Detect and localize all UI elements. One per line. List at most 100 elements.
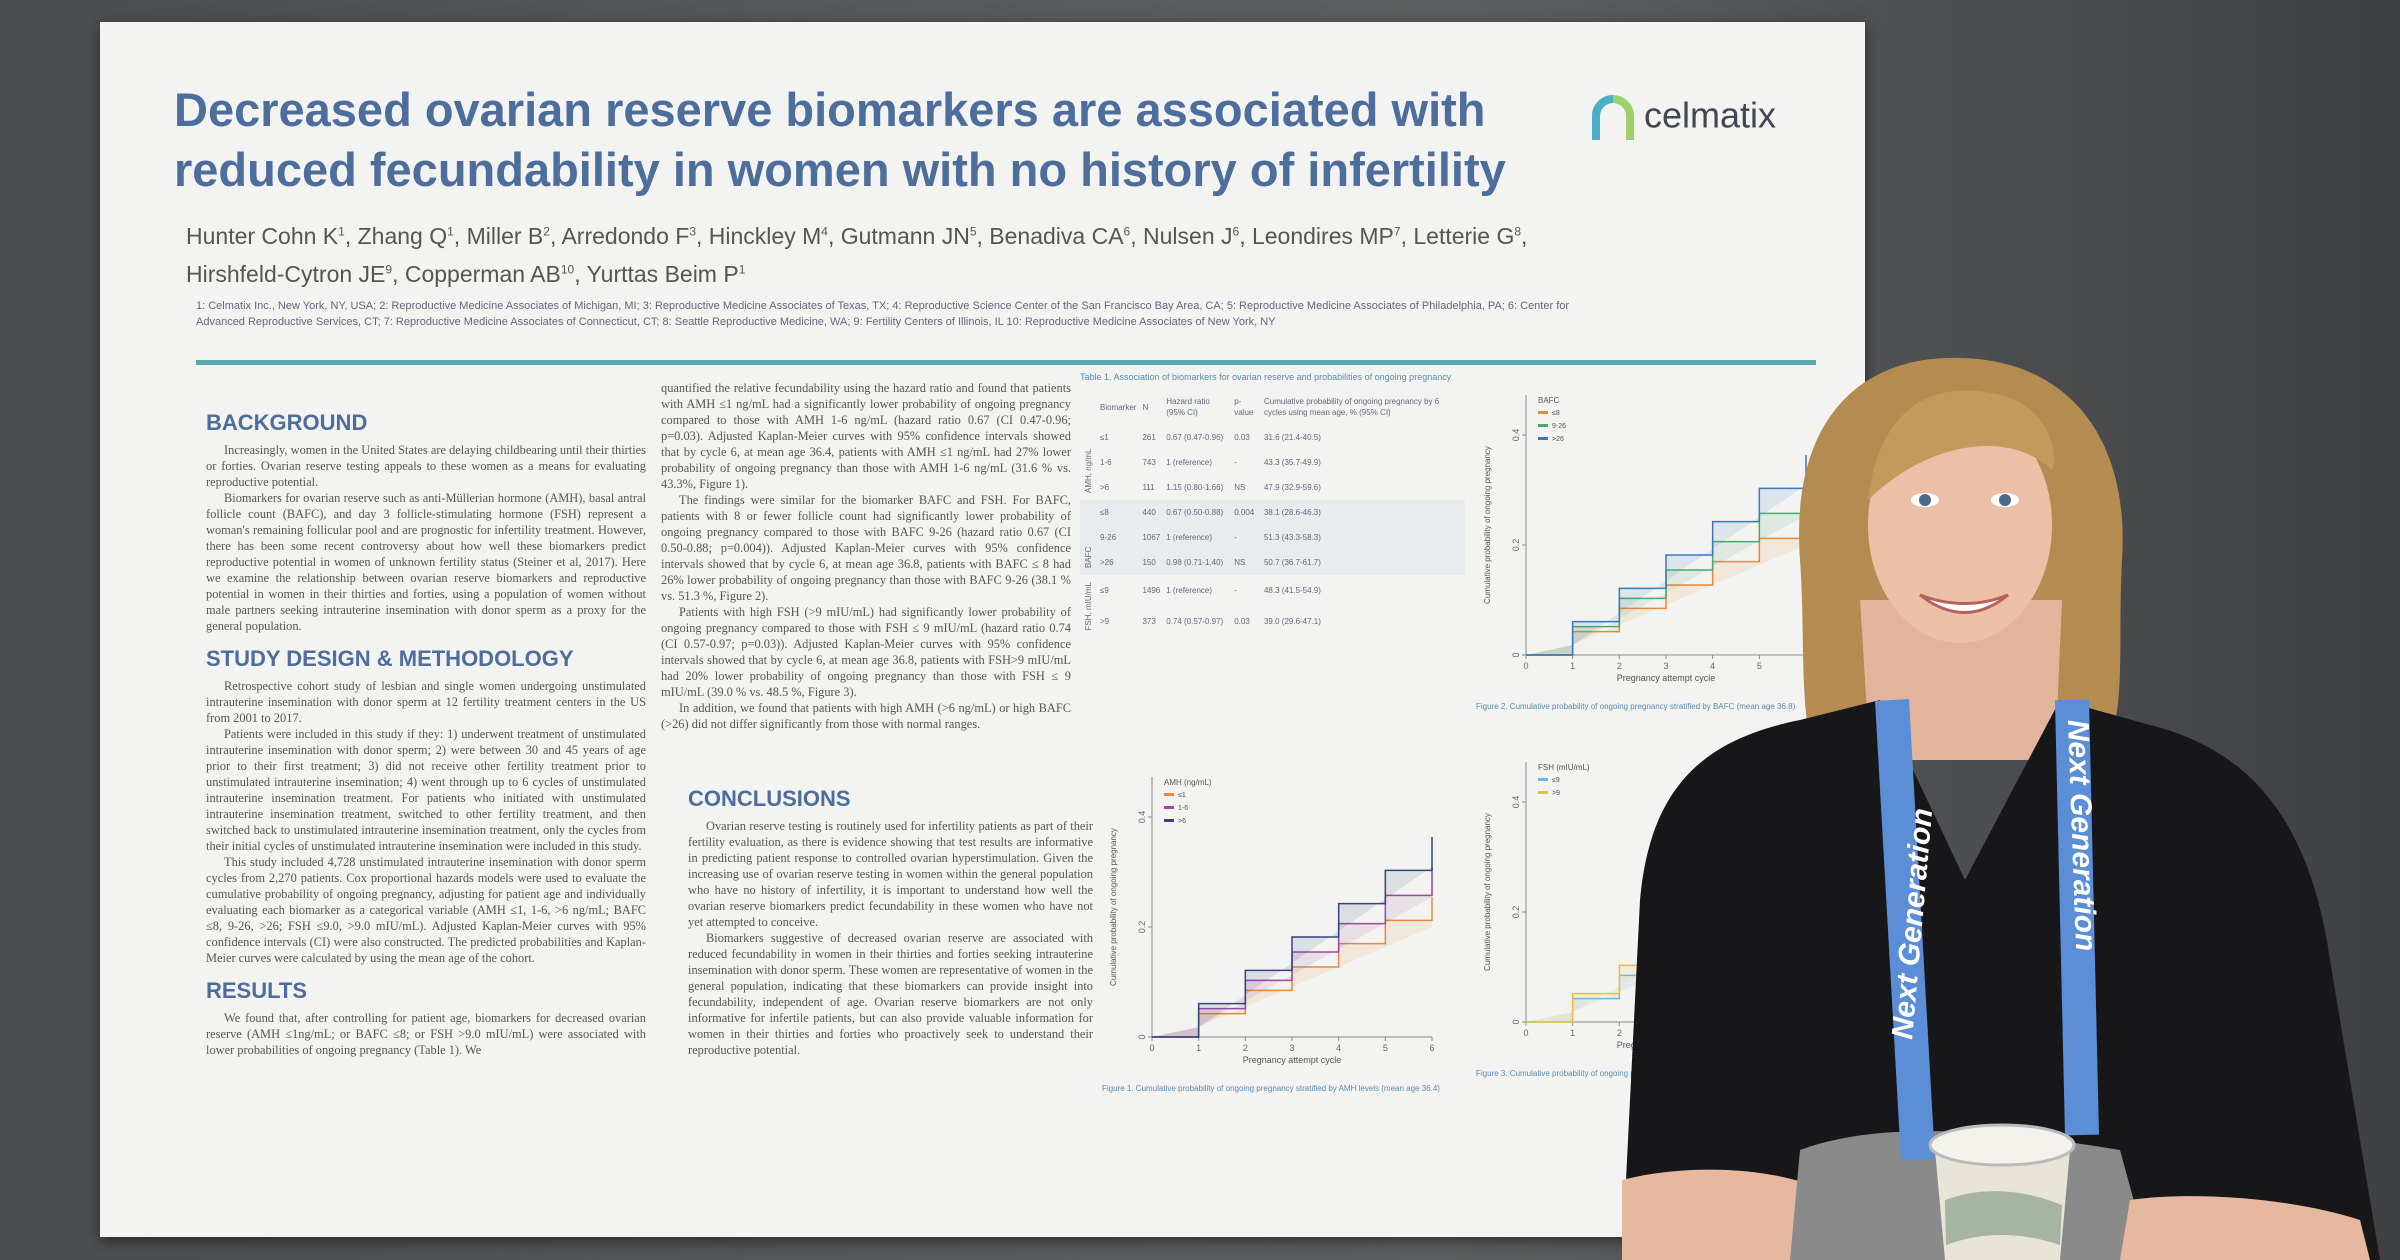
y-tick-label: 0.2	[1137, 921, 1147, 934]
author-affiliation: 4	[821, 224, 828, 238]
table-row: >9 373 0.74 (0.57-0.97) 0.03 39.0 (29.6-47.1…	[1080, 606, 1465, 637]
table-row: >26 150 0.98 (0.71-1.40) NS 50.7 (36.7-61.7)	[1080, 550, 1465, 575]
x-tick-label: 2	[1617, 661, 1622, 671]
section-heading: CONCLUSIONS	[688, 786, 851, 811]
affiliations: 1: Celmatix Inc., New York, NY, USA; 2: …	[196, 300, 1570, 328]
author: Arredondo F3,	[561, 222, 709, 249]
author-name: Hinckley M	[708, 222, 822, 249]
y-tick-label: 0	[1137, 1034, 1147, 1039]
author: Copperman AB10,	[404, 261, 587, 288]
table-cell: 111	[1142, 483, 1155, 492]
x-tick-label: 1	[1196, 1043, 1201, 1053]
paragraph: Patients with high FSH (>9 mIU/mL) had s…	[661, 605, 1071, 699]
table-cell: -	[1231, 525, 1261, 550]
legend-label: >26	[1552, 436, 1564, 443]
table-cell: ≤9	[1100, 586, 1109, 596]
table-cell: 1 (reference)	[1163, 525, 1232, 550]
table-cell: -	[1234, 586, 1237, 596]
table-header: Cumulative probability of ongoing pregna…	[1263, 397, 1440, 417]
author: Benadiva CA6,	[989, 222, 1144, 249]
logo-text: celmatix	[1644, 94, 1777, 136]
paragraph: In addition, we found that patients with…	[661, 701, 1071, 731]
legend-swatch	[1164, 793, 1174, 796]
paragraph: Retrospective cohort study of lesbian an…	[206, 679, 646, 725]
legend-swatch	[1538, 411, 1548, 414]
table-cell: 38.1 (28.6-46.3)	[1260, 500, 1465, 525]
table-cell: 9-26	[1097, 525, 1140, 550]
table-cell: 31.6 (21.4-40.5)	[1263, 433, 1321, 442]
legend-label: >9	[1552, 790, 1560, 797]
author-name: Copperman AB	[404, 261, 561, 288]
lanyard-text: Next Generation	[2061, 719, 2102, 952]
author-affiliation: 8	[1514, 224, 1522, 238]
legend-swatch	[1538, 791, 1548, 794]
author-name: Nulsen J	[1143, 222, 1233, 249]
x-tick-label: 4	[1336, 1043, 1341, 1053]
table-cell: 0.98 (0.71-1.40)	[1163, 550, 1232, 575]
table-cell: >6	[1100, 483, 1110, 492]
table-header: Biomarker	[1100, 402, 1137, 412]
table-cell: 0.67 (0.47-0.96)	[1166, 433, 1224, 442]
author: Miller B2,	[466, 222, 562, 249]
legend-title: FSH (mIU/mL)	[1538, 763, 1590, 772]
table-cell: ≤1	[1100, 433, 1109, 442]
author-affiliation: 1	[738, 262, 746, 277]
x-axis-label: Pregnancy attempt cycle	[1617, 673, 1716, 683]
author: Yurttas Beim P1	[587, 261, 746, 287]
figure-caption: Figure 2. Cumulative probability of ongo…	[1476, 702, 1796, 711]
y-tick-label: 0.4	[1511, 796, 1521, 809]
x-tick-label: 0	[1523, 1028, 1528, 1038]
legend-label: ≤1	[1178, 792, 1186, 799]
table-cell: >26	[1097, 550, 1140, 575]
table-cell: >9	[1100, 617, 1110, 627]
logo-mark	[1592, 95, 1634, 140]
y-tick-label: 0.4	[1511, 429, 1521, 442]
table-cell: 1.15 (0.80-1.66)	[1166, 483, 1224, 492]
x-tick-label: 2	[1617, 1028, 1622, 1038]
paragraph: quantified the relative fecundability us…	[661, 381, 1071, 491]
table-row: 1-6 743 1 (reference) - 43.3 (35.7-49.9)	[1080, 450, 1465, 475]
author-affiliation: 6	[1123, 224, 1131, 238]
author-name: Benadiva CA	[989, 222, 1124, 249]
table-cell: 48.3 (41.5-54.9)	[1263, 586, 1321, 596]
x-tick-label: 3	[1289, 1043, 1294, 1053]
column: quantified the relative fecundability us…	[661, 380, 1071, 732]
table-cell: ≤8	[1097, 500, 1140, 525]
legend-swatch	[1164, 819, 1174, 822]
x-tick-label: 1	[1570, 1028, 1575, 1038]
author: Nulsen J6,	[1143, 222, 1252, 249]
author-affiliation: 7	[1393, 224, 1401, 238]
author-affiliation: 3	[689, 224, 696, 238]
table-cell: 373	[1142, 617, 1156, 627]
legend-swatch	[1538, 437, 1548, 440]
legend-label: >6	[1178, 818, 1186, 825]
x-tick-label: 6	[1429, 1043, 1434, 1053]
x-tick-label: 0	[1149, 1043, 1154, 1053]
x-axis-label: Pregnancy attempt cycle	[1243, 1055, 1342, 1065]
author-name: Letterie G	[1413, 222, 1515, 249]
author: Zhang Q1,	[357, 222, 467, 249]
authors: Hunter Cohn K1, Zhang Q1, Miller B2, Arr…	[186, 214, 1546, 291]
author-name: Yurttas Beim P	[586, 261, 739, 288]
table-cell: 1 (reference)	[1166, 586, 1213, 596]
table-cell: 0.74 (0.57-0.97)	[1166, 617, 1224, 627]
legend-swatch	[1164, 806, 1174, 809]
x-tick-label: 2	[1243, 1043, 1248, 1053]
table-cell: 51.3 (43.3-58.3)	[1260, 525, 1465, 550]
column: BACKGROUND Increasingly, women in the Uni…	[206, 398, 646, 1058]
table-cell: NS	[1234, 483, 1246, 492]
x-tick-label: 0	[1523, 661, 1528, 671]
divider	[196, 360, 1816, 365]
author-affiliation: 2	[543, 224, 550, 238]
x-tick-label: 1	[1570, 661, 1575, 671]
logo: celmatix	[1590, 94, 1776, 142]
legend-label: ≤8	[1552, 410, 1560, 417]
author: Hunter Cohn K1,	[186, 222, 358, 249]
author: Gutmann JN5,	[840, 222, 990, 249]
table-cell: 0.03	[1234, 433, 1250, 442]
table-cell: 1 (reference)	[1166, 458, 1213, 467]
